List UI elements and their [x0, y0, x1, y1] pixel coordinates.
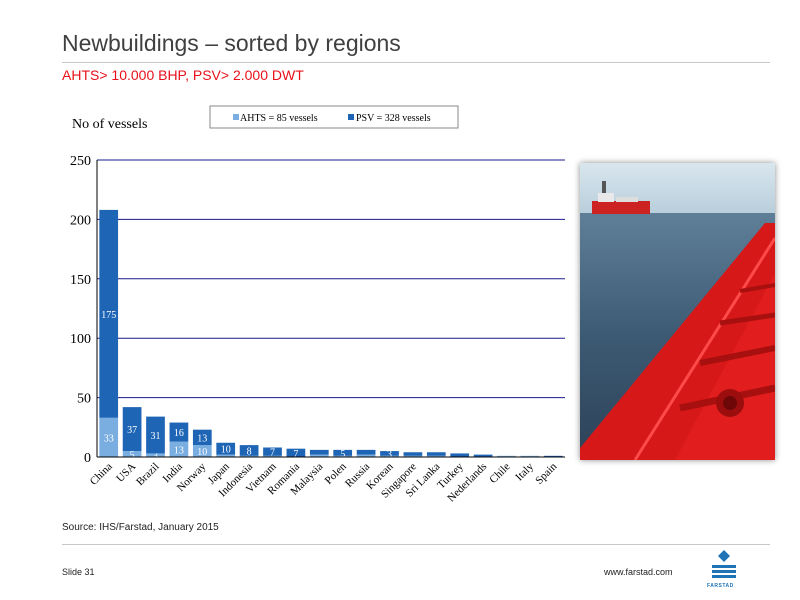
data-label: 3 [387, 449, 392, 460]
y-axis-label: No of vessels [72, 117, 147, 132]
data-label: 7 [293, 449, 298, 460]
bar-ahts [333, 455, 353, 457]
bar-psv [286, 448, 306, 457]
bar-psv [99, 209, 119, 418]
bar-psv [309, 449, 329, 455]
bar-psv [356, 449, 376, 455]
legend-swatch-ahts [233, 114, 239, 120]
stacked-bar-chart: No of vessels AHTS = 85 vessels PSV = 32… [70, 105, 565, 505]
data-label: 33 [104, 433, 114, 444]
logo-wordmark: FARSTAD [707, 583, 734, 589]
data-label: 7 [270, 448, 275, 459]
data-label: 37 [127, 425, 137, 436]
bar-ahts [239, 455, 259, 457]
bar-ahts [146, 453, 165, 457]
bar-psv [122, 407, 142, 452]
bar-psv [192, 429, 212, 446]
data-label: 175 [101, 310, 116, 321]
footer-divider [62, 544, 770, 545]
y-tick-label: 100 [70, 332, 91, 347]
data-label: 16 [174, 428, 184, 439]
farstad-logo-icon [712, 550, 736, 578]
bar-ahts [520, 455, 540, 457]
bar-ahts [380, 455, 399, 457]
bar-psv [333, 449, 353, 456]
bar-ahts [99, 417, 119, 457]
bar-ahts [263, 455, 282, 457]
bar-psv [146, 416, 165, 454]
bar-psv [216, 442, 236, 455]
bar-psv [403, 452, 423, 456]
y-tick-label: 0 [84, 451, 91, 466]
data-label: 5 [130, 450, 135, 461]
bar-psv [169, 422, 189, 442]
bar-ahts [403, 455, 423, 457]
slide-title: Newbuildings – sorted by regions [62, 30, 401, 56]
data-label: 5 [340, 449, 345, 460]
data-label: 31 [151, 431, 161, 442]
bar-ahts [497, 455, 516, 457]
bar-psv [543, 455, 563, 457]
bar-ahts [122, 451, 142, 457]
title-divider [62, 62, 770, 63]
data-label: 13 [197, 433, 207, 444]
bar-ahts [356, 454, 376, 457]
distant-vessel [592, 181, 650, 214]
data-label: 10 [197, 447, 207, 458]
bar-ahts [309, 454, 329, 457]
slide-subtitle: AHTS> 10.000 BHP, PSV> 2.000 DWT [62, 67, 304, 83]
bar-psv [263, 447, 282, 456]
bar-psv [239, 445, 259, 456]
x-tick-label: Italy [513, 460, 536, 483]
bar-psv [473, 454, 493, 457]
bar-psv [450, 453, 470, 457]
chart-legend: AHTS = 85 vessels PSV = 328 vessels [209, 105, 459, 129]
bar-ahts [192, 445, 212, 457]
bar-layer: 33175537331131610131087753 [99, 209, 563, 462]
legend-label-psv: PSV = 328 vessels [356, 113, 431, 124]
legend-label-ahts: AHTS = 85 vessels [240, 113, 318, 124]
red-railing [580, 223, 775, 460]
y-tick-label: 200 [70, 213, 91, 228]
legend-swatch-psv [348, 114, 354, 120]
ship-photo [580, 163, 775, 460]
bar-ahts [426, 455, 446, 457]
source-note: Source: IHS/Farstad, January 2015 [62, 522, 219, 533]
y-tick-label: 150 [70, 273, 91, 288]
data-label: 8 [247, 446, 252, 457]
data-label: 10 [221, 445, 231, 456]
website-link[interactable]: www.farstad.com [604, 567, 673, 577]
bar-ahts [216, 454, 236, 457]
bar-ahts [169, 441, 189, 457]
y-tick-label: 50 [77, 392, 91, 407]
data-label: 13 [174, 445, 184, 456]
y-tick-label: 250 [70, 154, 91, 169]
bar-psv [380, 451, 399, 456]
x-tick-label: Brazil [134, 461, 161, 488]
x-tick-label: China [88, 461, 115, 488]
x-tick-label: Spain [533, 460, 560, 487]
grid-layer [97, 159, 565, 399]
slide-number: Slide 31 [62, 567, 95, 577]
bar-psv [426, 452, 446, 456]
legend-frame [209, 105, 459, 129]
x-tick-label: Chile [487, 461, 512, 486]
